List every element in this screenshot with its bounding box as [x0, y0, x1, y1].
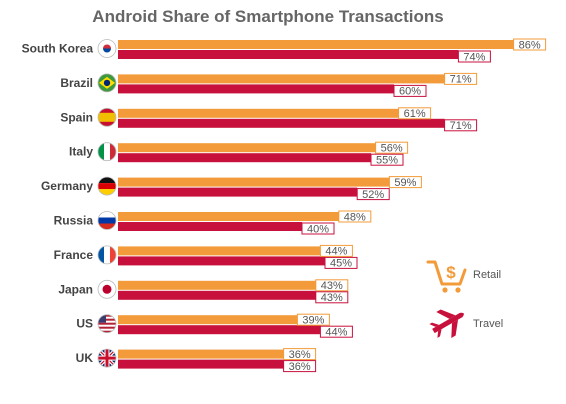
travel-bar [118, 84, 394, 94]
travel-value-label: 40% [307, 223, 329, 235]
travel-bar [118, 290, 316, 300]
flag-icon [97, 107, 117, 127]
retail-bar [118, 108, 399, 118]
retail-value-box [315, 279, 349, 292]
retail-value-box [338, 210, 372, 223]
legend-travel-label: Travel [473, 318, 503, 330]
travel-value-box [356, 188, 390, 201]
travel-bar [118, 256, 325, 266]
travel-value-label: 60% [399, 86, 421, 98]
travel-value-box [301, 222, 335, 235]
category-label: France [54, 248, 94, 262]
travel-bar [118, 325, 321, 335]
retail-value-label: 44% [325, 246, 347, 258]
category-label: UK [76, 351, 94, 365]
travel-value-box [457, 50, 491, 63]
travel-value-box [444, 119, 478, 132]
flag-icon [97, 39, 117, 58]
flag-icon [97, 314, 117, 334]
retail-bar [118, 349, 284, 359]
retail-bar [118, 177, 390, 187]
flag-icon [97, 279, 117, 299]
travel-value-label: 52% [362, 189, 384, 201]
retail-value-label: 86% [519, 39, 541, 51]
retail-value-box [283, 348, 317, 361]
retail-bar [118, 212, 339, 221]
travel-value-label: 36% [289, 361, 311, 373]
retail-value-box [513, 38, 547, 51]
retail-value-box [398, 107, 432, 120]
travel-value-box [370, 153, 404, 166]
flag-icon [97, 211, 117, 230]
travel-value-box [283, 360, 317, 373]
category-label: Germany [41, 179, 93, 193]
travel-value-label: 74% [463, 51, 485, 63]
legend-retail-label: Retail [473, 269, 501, 281]
travel-value-label: 44% [325, 327, 347, 339]
travel-bar [118, 359, 284, 369]
retail-value-label: 56% [381, 143, 403, 155]
airplane-icon [429, 309, 464, 338]
flag-icon [97, 348, 117, 368]
travel-value-label: 71% [450, 120, 472, 132]
retail-value-label: 61% [404, 108, 426, 120]
chart-title: Android Share of Smartphone Transactions [92, 7, 443, 26]
svg-text:$: $ [446, 263, 456, 282]
retail-value-box [319, 244, 353, 257]
retail-value-box [444, 72, 478, 85]
retail-value-box [388, 176, 422, 189]
category-label: Spain [60, 110, 93, 124]
retail-value-label: 48% [344, 211, 366, 223]
retail-value-label: 59% [394, 177, 416, 189]
category-label: Russia [54, 214, 94, 228]
flag-icon [97, 142, 117, 162]
category-label: Japan [58, 282, 93, 296]
travel-bar [118, 153, 371, 163]
category-label: South Korea [22, 42, 94, 56]
retail-bar [118, 143, 376, 153]
retail-bar [118, 280, 316, 290]
retail-bar [118, 246, 321, 256]
travel-value-label: 55% [376, 155, 398, 167]
retail-value-box [296, 313, 330, 326]
retail-value-label: 43% [321, 280, 343, 292]
retail-bar [118, 74, 445, 84]
flag-icon [97, 73, 117, 93]
retail-bar [118, 315, 298, 325]
category-label: US [76, 317, 93, 331]
flag-icon [97, 245, 117, 265]
travel-bar [118, 222, 302, 231]
retail-value-label: 36% [289, 349, 311, 361]
travel-value-label: 43% [321, 292, 343, 304]
travel-value-box [315, 291, 349, 304]
travel-bar [118, 187, 358, 197]
travel-value-label: 45% [330, 258, 352, 270]
retail-value-label: 39% [302, 315, 324, 327]
category-label: Italy [69, 145, 93, 159]
retail-value-label: 71% [450, 74, 472, 86]
chart-rows: South Korea 86% 74% Brazil 71% 60% Spain 61% 71%… [22, 38, 547, 373]
retail-value-box [375, 141, 409, 154]
retail-bar [118, 40, 514, 49]
cart-dollar-icon: $ [426, 260, 467, 293]
travel-value-box [393, 84, 427, 97]
category-label: Brazil [60, 76, 93, 90]
legend: $ Retail Travel [426, 260, 503, 338]
travel-bar [118, 50, 459, 59]
travel-value-box [319, 325, 353, 338]
travel-bar [118, 118, 445, 128]
travel-value-box [324, 256, 358, 269]
flag-icon [97, 176, 117, 196]
